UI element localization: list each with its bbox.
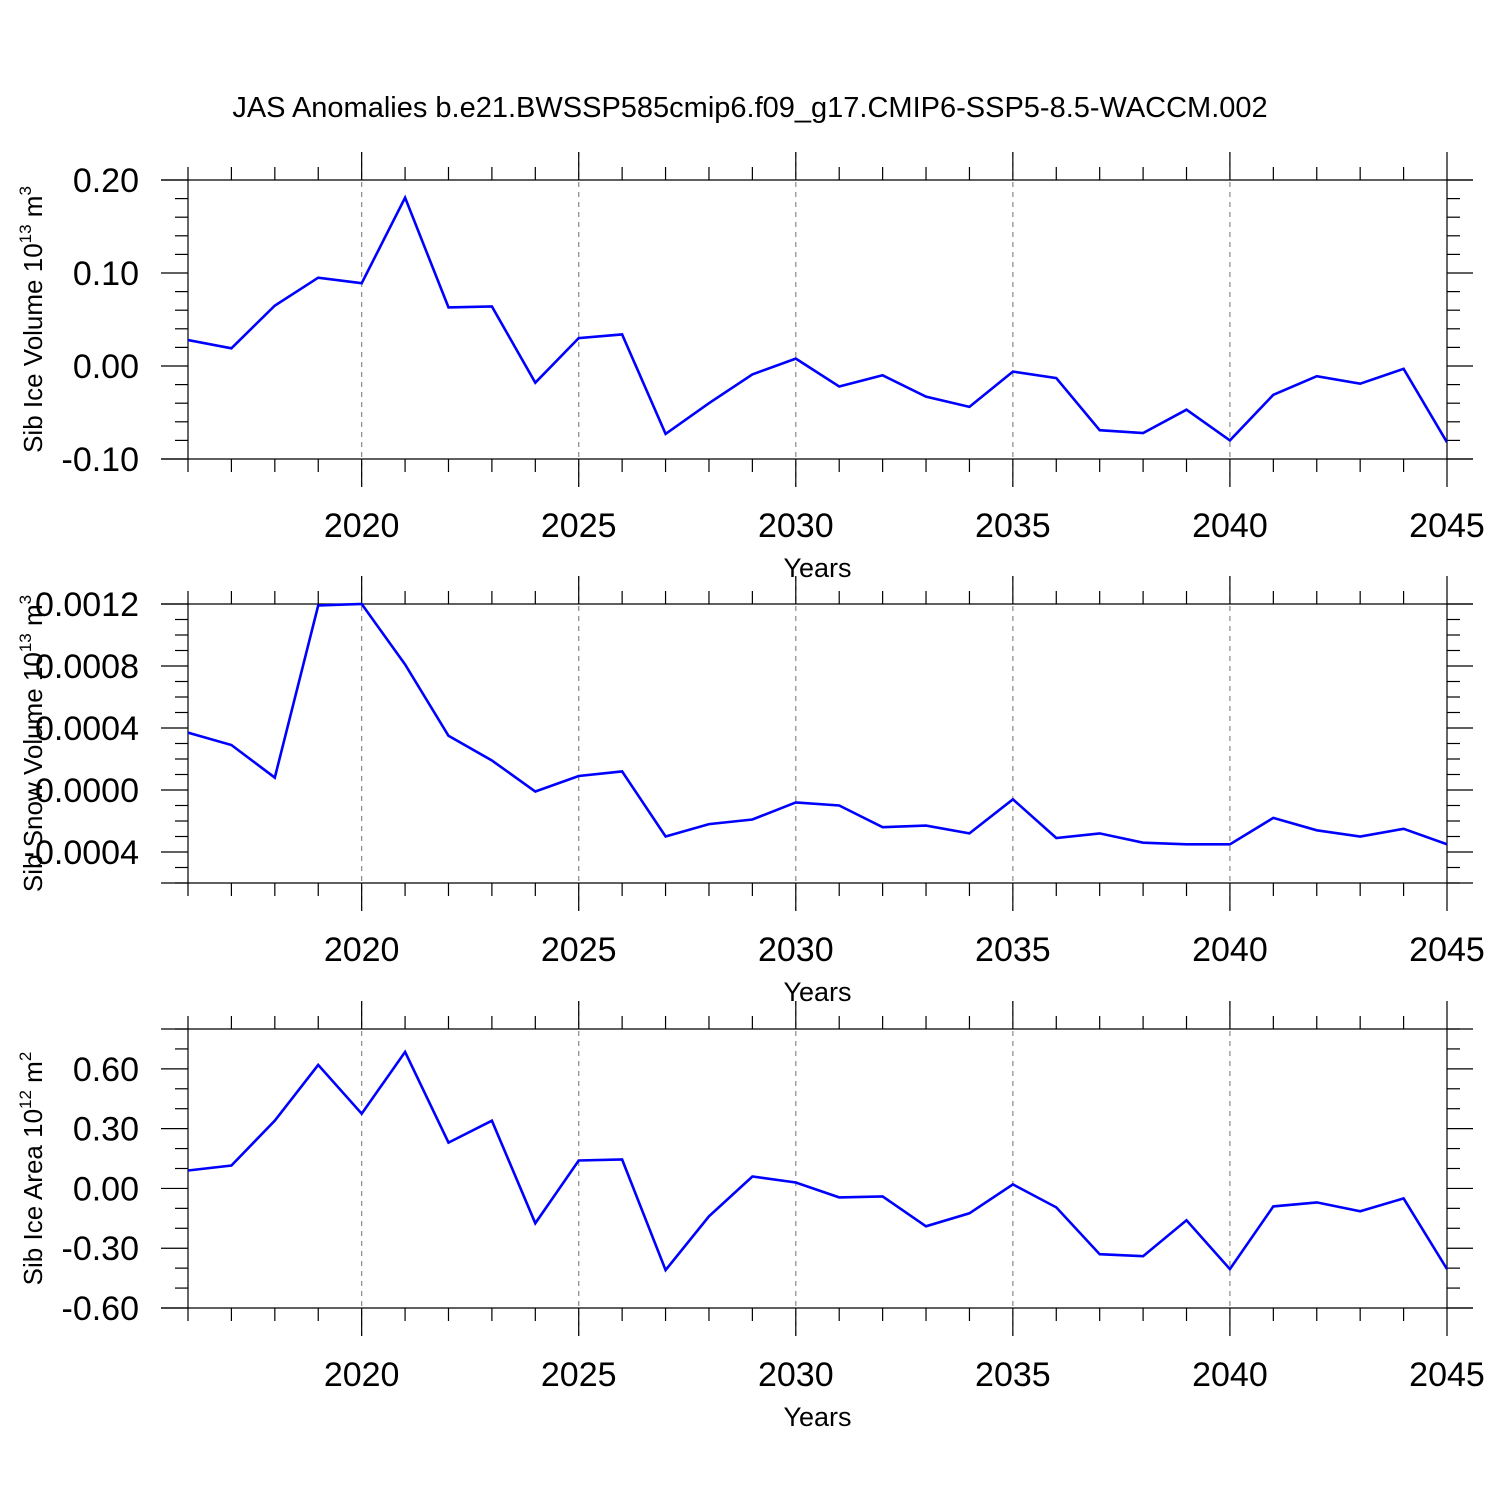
x-tick-label: 2035 [975, 931, 1051, 969]
x-tick-label: 2020 [324, 507, 400, 545]
y-axis-label-exponent: 13 [16, 224, 35, 243]
y-tick-label: 0.0012 [35, 586, 139, 624]
y-axis-label: Sib Ice Volume 1013 m3 [16, 186, 48, 453]
y-tick-label: 0.60 [73, 1051, 139, 1089]
x-tick-label: 2025 [541, 931, 617, 969]
x-tick-label: 2035 [975, 1356, 1051, 1394]
panel-1: 2020 2025 2030 2035 2040 2045 -0.10 0.00 0.10 0.2… [16, 152, 1485, 583]
x-tick-label: 2040 [1192, 931, 1268, 969]
series-line [188, 194, 1447, 443]
chart-title: JAS Anomalies b.e21.BWSSP585cmip6.f09_g1… [232, 92, 1267, 124]
x-tick-label: 2045 [1409, 1356, 1485, 1394]
y-axis-label-unit-exponent: 2 [16, 1052, 35, 1061]
y-tick-label: 0.00 [73, 1170, 139, 1208]
y-axis-label-exponent: 12 [16, 1090, 35, 1109]
x-tick-label: 2040 [1192, 1356, 1268, 1394]
x-tick-label: 2030 [758, 507, 834, 545]
y-axis-label: Sib Snow Volume 1013 m3 [16, 595, 48, 892]
x-tick-label: 2035 [975, 507, 1051, 545]
x-axis-label: Years [783, 553, 851, 583]
y-tick-label: 0.0004 [35, 710, 139, 748]
y-tick-label: 0.00 [73, 348, 139, 386]
y-axis-label-unit: m [18, 604, 48, 633]
y-axis-label-unit: m [18, 196, 48, 225]
y-tick-label: 0.10 [73, 255, 139, 293]
y-axis-label-exponent: 13 [16, 633, 35, 652]
y-axis-label-text: Sib Ice Area 10 [18, 1109, 48, 1285]
panel-2: 2020 2025 2030 2035 2040 2045 -0.0004 0.0000 0.0… [16, 576, 1485, 1007]
y-tick-label: 0.0000 [35, 772, 139, 810]
panel-3: 2020 2025 2030 2035 2040 2045 -0.60 -0.30 0.00 0.… [16, 1001, 1485, 1432]
y-axis-label: Sib Ice Area 1012 m2 [16, 1052, 48, 1286]
y-tick-label: -0.0004 [24, 834, 139, 872]
x-tick-label: 2020 [324, 1356, 400, 1394]
x-tick-label: 2030 [758, 1356, 834, 1394]
x-tick-label: 2025 [541, 1356, 617, 1394]
x-tick-label: 2020 [324, 931, 400, 969]
x-tick-label: 2040 [1192, 507, 1268, 545]
x-tick-label: 2045 [1409, 931, 1485, 969]
y-axis-label-unit-exponent: 3 [16, 595, 35, 604]
x-axis-label: Years [783, 977, 851, 1007]
x-tick-label: 2045 [1409, 507, 1485, 545]
y-tick-label: 0.0008 [35, 648, 139, 686]
y-tick-label: 0.20 [73, 162, 139, 200]
y-axis-label-unit-exponent: 3 [16, 186, 35, 195]
y-axis-label-text: Sib Ice Volume 10 [18, 243, 48, 453]
y-tick-label: 0.30 [73, 1111, 139, 1149]
y-axis-label-unit: m [18, 1061, 48, 1090]
y-tick-label: -0.30 [62, 1230, 140, 1268]
panels: 2020 2025 2030 2035 2040 2045 -0.10 0.00 0.10 0.2… [16, 152, 1485, 1432]
x-axis-label: Years [783, 1402, 851, 1432]
x-tick-label: 2025 [541, 507, 617, 545]
series-line [188, 1049, 1447, 1273]
y-tick-label: -0.10 [62, 441, 140, 479]
y-tick-label: -0.60 [62, 1290, 140, 1328]
y-axis-label-text: Sib Snow Volume 10 [18, 652, 48, 892]
x-tick-label: 2030 [758, 931, 834, 969]
series-line [188, 602, 1447, 846]
